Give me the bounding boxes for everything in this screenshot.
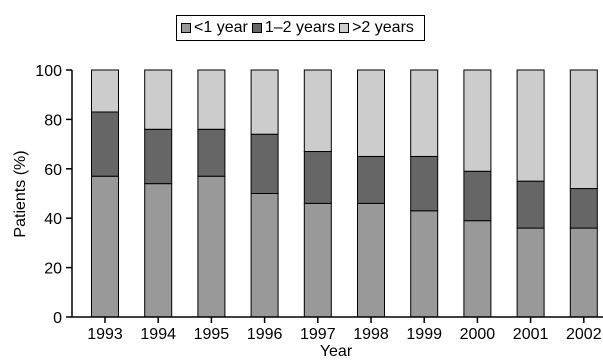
bar-segment-1994-series-1	[144, 128, 173, 185]
y-ticks-group: 0 20 40 60 80 100	[35, 63, 72, 327]
x-tick-label: 2001	[513, 326, 549, 343]
legend-label-more-2-years: >2 years	[352, 19, 414, 36]
x-ticks-group: 1993 1994 1995 1996 1997 1998 1999 2000 2001 2002	[87, 317, 602, 343]
x-axis-label: Year	[320, 343, 353, 360]
legend-label-less-1-year: <1 year	[194, 19, 248, 36]
bar-segment-1997-series-2	[303, 69, 332, 153]
bar-segment-1993-series-2	[91, 69, 119, 113]
y-tick-label: 80	[44, 112, 62, 129]
bar-segment-1994-series-0	[144, 183, 173, 318]
bar-segment-1996-series-0	[250, 193, 279, 318]
bar-segment-2001-series-0	[516, 227, 545, 318]
x-tick-label: 1997	[300, 326, 336, 343]
bar-segment-1995-series-1	[197, 128, 226, 177]
bar-segment-1993-series-1	[91, 111, 119, 177]
legend-swatch-more-2-years	[339, 23, 350, 33]
bar-segment-2000-series-2	[463, 69, 492, 172]
legend-swatch-1-2-years	[251, 23, 262, 33]
bar-segment-1995-series-2	[197, 69, 226, 130]
bar-segment-1993-series-0	[91, 175, 119, 318]
y-tick-label: 40	[44, 211, 62, 228]
legend-label-1-2-years: 1–2 years	[264, 19, 336, 36]
y-tick-label: 60	[44, 162, 62, 179]
bar-segment-1997-series-0	[303, 202, 332, 318]
bar-segment-1999-series-2	[410, 69, 439, 157]
x-tick-label: 1999	[406, 326, 442, 343]
bars-group	[91, 69, 598, 318]
legend-item-1-2-years: 1–2 years	[251, 19, 336, 37]
bar-segment-1996-series-1	[250, 133, 279, 194]
bar-segment-2001-series-2	[516, 69, 545, 182]
bar-segment-2001-series-1	[516, 180, 545, 229]
y-tick-label: 0	[53, 310, 62, 327]
x-tick-label: 1994	[140, 326, 176, 343]
x-tick-label: 2002	[566, 326, 602, 343]
bar-segment-2002-series-1	[569, 188, 598, 229]
bar-segment-1996-series-2	[250, 69, 279, 135]
bar-segment-1998-series-0	[357, 202, 385, 318]
legend-item-more-2-years: >2 years	[339, 19, 414, 37]
bar-segment-2000-series-1	[463, 170, 492, 222]
y-axis-label: Patients (%)	[12, 150, 29, 237]
x-tick-label: 1996	[247, 326, 283, 343]
x-tick-label: 1995	[194, 326, 230, 343]
bar-segment-1999-series-1	[410, 155, 439, 212]
bar-segment-1999-series-0	[410, 210, 439, 318]
bar-segment-1998-series-1	[357, 155, 385, 204]
legend-swatch-less-1-year	[181, 23, 191, 33]
bar-segment-2002-series-2	[569, 69, 598, 190]
bar-segment-1998-series-2	[357, 69, 385, 157]
bar-segment-1994-series-2	[144, 69, 173, 130]
y-tick-label: 20	[44, 261, 62, 278]
bar-segment-1997-series-1	[303, 151, 332, 204]
legend: <1 year 1–2 years >2 years	[176, 15, 425, 41]
bar-segment-2002-series-0	[569, 227, 598, 318]
legend-item-less-1-year: <1 year	[181, 19, 248, 37]
bar-segment-1995-series-0	[197, 175, 226, 318]
y-tick-label: 100	[35, 63, 62, 80]
x-tick-label: 1998	[353, 326, 389, 343]
x-tick-label: 2000	[460, 326, 496, 343]
x-tick-label: 1993	[87, 326, 123, 343]
bar-segment-2000-series-0	[463, 220, 492, 318]
